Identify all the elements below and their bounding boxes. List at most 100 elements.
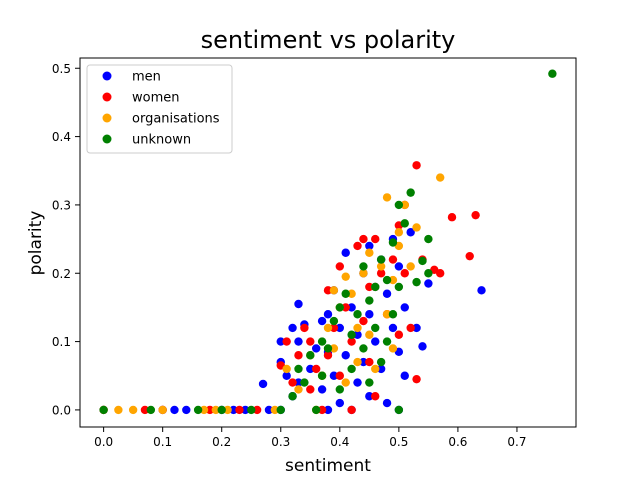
chart-title: sentiment vs polarity [201, 26, 456, 54]
data-point [323, 351, 333, 360]
data-point [412, 374, 421, 384]
data-point [365, 296, 374, 305]
data-point [205, 405, 215, 415]
data-point [347, 303, 356, 312]
data-point [394, 200, 404, 210]
data-point [406, 323, 415, 333]
data-point [347, 405, 356, 415]
data-point [329, 371, 339, 380]
data-point [371, 364, 380, 374]
data-point [371, 234, 380, 244]
data-point [359, 269, 368, 278]
data-point [347, 289, 356, 298]
legend-marker [102, 92, 112, 102]
data-point [412, 323, 421, 333]
data-point [211, 405, 221, 415]
y-tick-label: 0.5 [52, 62, 71, 76]
data-point [400, 303, 409, 312]
data-point [359, 357, 368, 367]
data-point [353, 330, 362, 339]
data-point [146, 405, 156, 415]
data-point [388, 323, 398, 333]
data-point [465, 251, 474, 261]
data-point [335, 371, 345, 380]
data-point [406, 262, 415, 271]
data-point [359, 316, 368, 326]
data-point [140, 405, 150, 415]
data-point [353, 241, 362, 251]
x-tick-label: 0.7 [507, 435, 526, 449]
data-point [294, 385, 303, 394]
data-point [406, 228, 415, 237]
data-point [388, 344, 398, 353]
data-point [382, 193, 392, 202]
data-point [294, 378, 303, 387]
data-point [335, 398, 345, 408]
data-point [359, 234, 368, 244]
data-point [170, 405, 179, 415]
data-point [306, 337, 315, 346]
data-point [394, 405, 404, 415]
data-point [406, 188, 415, 197]
data-point [341, 289, 350, 298]
legend-marker [102, 71, 112, 81]
series-unknown [99, 69, 557, 415]
data-point [365, 248, 374, 257]
data-point [306, 351, 315, 360]
data-point [311, 344, 321, 353]
data-point [400, 200, 409, 210]
data-point [294, 337, 303, 346]
y-tick-label: 0.1 [52, 335, 71, 349]
data-point [371, 323, 380, 333]
data-point [276, 405, 285, 415]
data-point [341, 272, 350, 281]
data-point [317, 316, 327, 326]
data-point [341, 303, 350, 312]
data-point [347, 330, 356, 339]
x-tick-label: 0.0 [94, 435, 113, 449]
data-point [300, 323, 309, 333]
data-point [347, 337, 356, 346]
x-tick-label: 0.2 [212, 435, 231, 449]
series-women [99, 161, 480, 415]
data-point [311, 405, 321, 415]
x-axis: 0.0 0.1 0.2 0.3 0.4 0.5 0.6 0.7 [94, 427, 526, 449]
data-point [311, 364, 321, 374]
data-point [471, 210, 480, 220]
data-point [264, 405, 274, 415]
y-tick-label: 0.3 [52, 198, 71, 212]
data-point [477, 286, 486, 295]
data-point [447, 213, 457, 222]
data-point [347, 364, 356, 374]
data-point [548, 69, 557, 78]
legend-marker [102, 134, 112, 144]
legend-item-unknown: unknown [102, 133, 191, 148]
data-point [282, 337, 291, 346]
data-point [388, 238, 398, 247]
data-point [300, 378, 309, 387]
data-point [359, 262, 368, 271]
data-point [335, 323, 345, 333]
data-point [99, 405, 108, 415]
data-point [353, 357, 362, 367]
data-point [323, 405, 333, 415]
data-point [329, 286, 339, 295]
data-point [353, 323, 362, 333]
legend-item-organisations: organisations [102, 112, 220, 127]
data-point [288, 378, 297, 387]
data-point [323, 286, 333, 295]
data-point [394, 228, 404, 237]
data-point [223, 405, 232, 415]
data-point [376, 357, 386, 367]
data-point [376, 269, 386, 278]
data-point [329, 344, 339, 353]
data-point [365, 378, 374, 387]
data-point [217, 405, 226, 415]
data-point [365, 310, 374, 319]
data-point [317, 337, 327, 346]
data-point [193, 405, 203, 415]
data-point [388, 255, 398, 264]
legend-box [86, 64, 233, 154]
data-point [317, 385, 327, 394]
